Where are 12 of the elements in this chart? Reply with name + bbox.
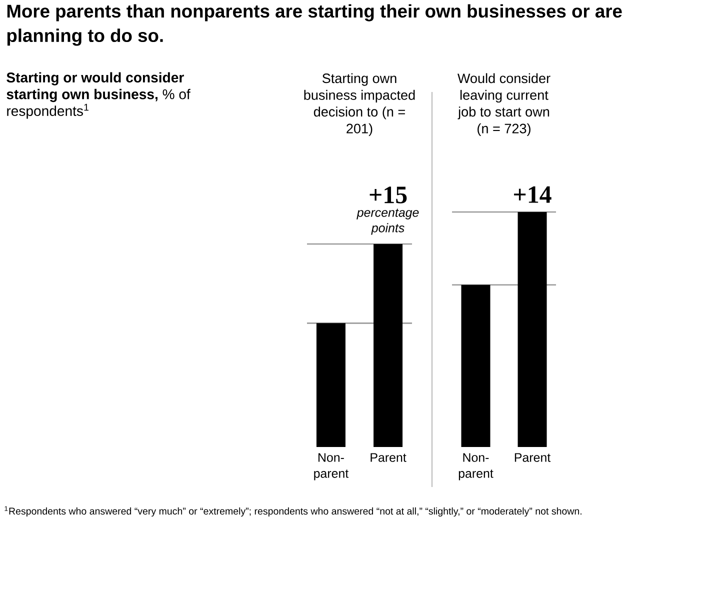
annotation: +15 <box>370 186 407 204</box>
text: Starting or would consider starting own business, % of respondents$^{1}$ <box>6 72 190 119</box>
text: $^{1}$Respondents who answered “very much” or “extremely”; respondents who answered “not at all,” “slightly,” or “moderately” not shown. <box>4 506 582 517</box>
x-tick-label: Non-parent <box>458 453 494 480</box>
annotation: +14 <box>514 186 552 203</box>
text: percentage points <box>356 208 419 235</box>
chart-subtitle: Starting own business impacted decision to (n = 201) <box>304 73 415 136</box>
chart-title: More parents than nonparents are starting their own businesses or are planning to do so. <box>7 4 622 46</box>
chart-subtitle: Would consider leaving current job to start own (n = 723) <box>458 73 550 136</box>
x-tick-label: Parent <box>370 453 406 462</box>
x-tick-label: Parent <box>514 453 551 462</box>
x-tick-label: Non-parent <box>314 453 349 480</box>
